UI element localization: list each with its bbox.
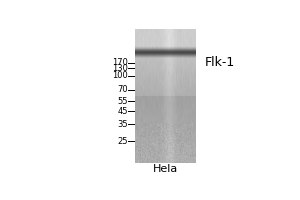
Text: Flk-1: Flk-1 [205,56,235,69]
Text: 45: 45 [118,107,128,116]
Text: 35: 35 [118,120,128,129]
Text: 25: 25 [118,137,128,146]
Text: 130: 130 [112,64,128,73]
Text: 55: 55 [118,97,128,106]
Text: 100: 100 [112,71,128,80]
Text: Hela: Hela [153,164,178,174]
Text: 70: 70 [118,85,128,94]
Text: 170: 170 [112,58,128,67]
